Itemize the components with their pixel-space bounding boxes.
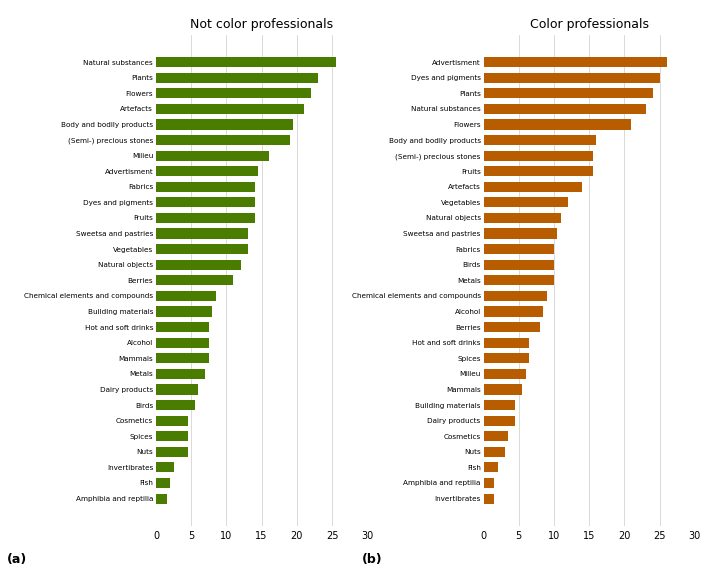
Bar (156, 353, 209, 364)
Bar (484, 494, 494, 503)
Bar (156, 73, 318, 83)
Bar (156, 150, 269, 161)
Bar (156, 120, 294, 129)
Bar (484, 244, 554, 254)
Bar (156, 416, 188, 426)
Bar (484, 275, 554, 286)
Bar (484, 88, 652, 98)
Title: Not color professionals: Not color professionals (190, 18, 333, 31)
Bar (484, 322, 540, 332)
Bar (156, 447, 188, 457)
Bar (484, 306, 543, 317)
Bar (156, 306, 212, 317)
Bar (484, 150, 593, 161)
Bar (156, 291, 216, 301)
Bar (484, 447, 505, 457)
Bar (156, 197, 255, 208)
Bar (484, 369, 526, 379)
Bar (156, 244, 247, 254)
Bar (156, 88, 311, 98)
Bar (484, 213, 561, 223)
Text: (b): (b) (362, 554, 382, 566)
Bar (156, 322, 209, 332)
Bar (156, 228, 247, 239)
Bar (484, 166, 593, 176)
Bar (156, 369, 206, 379)
Bar (484, 338, 530, 348)
Bar (484, 353, 530, 364)
Bar (484, 416, 515, 426)
Bar (484, 120, 632, 129)
Bar (156, 57, 335, 67)
Bar (484, 135, 596, 145)
Bar (156, 181, 255, 192)
Bar (156, 478, 170, 488)
Bar (484, 462, 498, 472)
Bar (156, 213, 255, 223)
Text: (a): (a) (7, 554, 28, 566)
Bar (484, 57, 666, 67)
Bar (484, 291, 547, 301)
Bar (484, 197, 568, 208)
Bar (156, 104, 304, 114)
Bar (156, 400, 195, 410)
Bar (484, 400, 515, 410)
Bar (484, 104, 645, 114)
Title: Color professionals: Color professionals (530, 18, 649, 31)
Bar (156, 494, 167, 503)
Bar (484, 260, 554, 270)
Bar (156, 462, 174, 472)
Bar (156, 275, 233, 286)
Bar (484, 384, 523, 395)
Bar (156, 431, 188, 441)
Bar (484, 181, 582, 192)
Bar (156, 338, 209, 348)
Bar (156, 166, 258, 176)
Bar (484, 478, 494, 488)
Bar (484, 228, 557, 239)
Bar (156, 260, 240, 270)
Bar (484, 431, 508, 441)
Bar (156, 384, 199, 395)
Bar (484, 73, 659, 83)
Bar (156, 135, 290, 145)
